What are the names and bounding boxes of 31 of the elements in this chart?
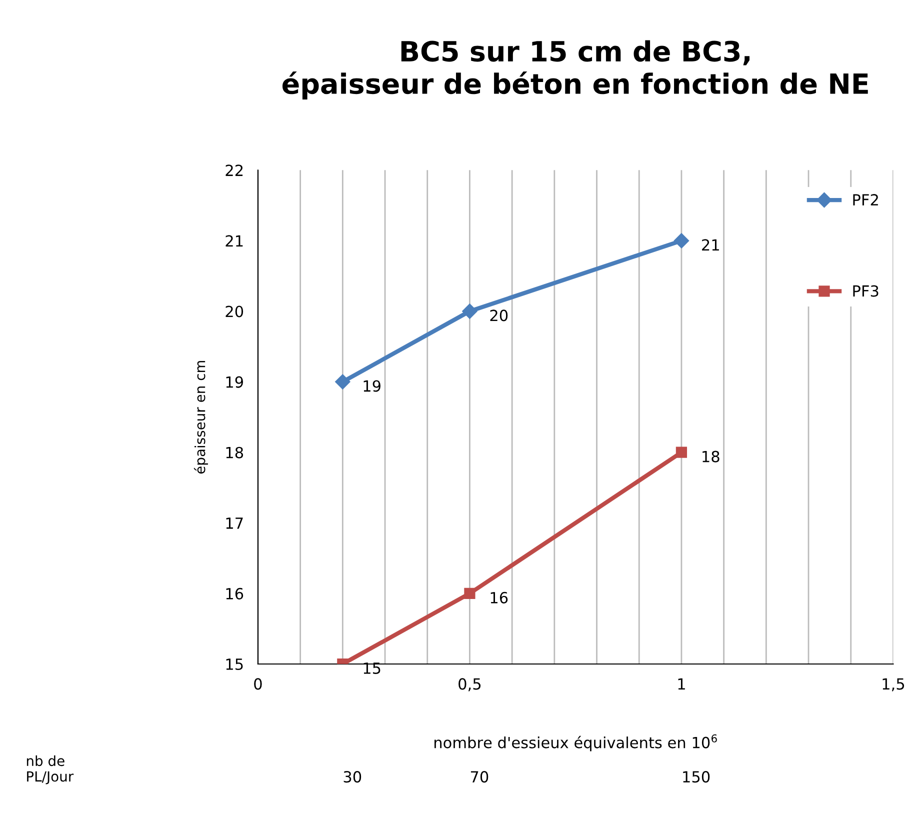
point bbox=[462, 304, 478, 319]
y-tick-label: 16 bbox=[226, 588, 244, 600]
legend-label: PF2 bbox=[853, 194, 878, 206]
x-tick-label: 0 bbox=[254, 678, 262, 690]
y-tick-label: 20 bbox=[226, 306, 244, 318]
text: nb de PL/Jour bbox=[26, 755, 74, 784]
y-tick-label: 21 bbox=[226, 235, 243, 247]
data-label: 21 bbox=[702, 239, 719, 250]
x-tick-label: 1 bbox=[678, 678, 685, 690]
y-tick-label: 19 bbox=[226, 376, 243, 388]
y-axis-title: épaisseur en cm bbox=[194, 360, 208, 474]
point bbox=[676, 446, 688, 458]
x-axis-title: nombre d'essieux équivalents en 10$^{6}$ bbox=[434, 734, 717, 752]
y-tick-label: 18 bbox=[226, 446, 244, 458]
point bbox=[335, 374, 350, 390]
data-label: 20 bbox=[490, 310, 508, 322]
x-tick-label: 1,5 bbox=[882, 678, 904, 692]
chart-title: BC5 sur 15 cm de BC3, épaisseur de béton en fonction de NE bbox=[282, 40, 868, 100]
x-tick-label: 0,5 bbox=[458, 678, 481, 692]
text: 70 bbox=[470, 771, 488, 783]
point bbox=[464, 588, 476, 600]
legend-label: PF3 bbox=[853, 285, 878, 297]
data-label: 19 bbox=[364, 380, 380, 392]
text: 150 bbox=[683, 771, 710, 783]
y-tick-label: 22 bbox=[226, 164, 243, 176]
y-tick-label: 17 bbox=[226, 518, 243, 529]
data-label: 16 bbox=[490, 592, 508, 604]
point bbox=[674, 233, 690, 248]
y-tick-label: 15 bbox=[226, 658, 243, 670]
data-label: 18 bbox=[702, 450, 720, 462]
text: 30 bbox=[344, 771, 362, 783]
